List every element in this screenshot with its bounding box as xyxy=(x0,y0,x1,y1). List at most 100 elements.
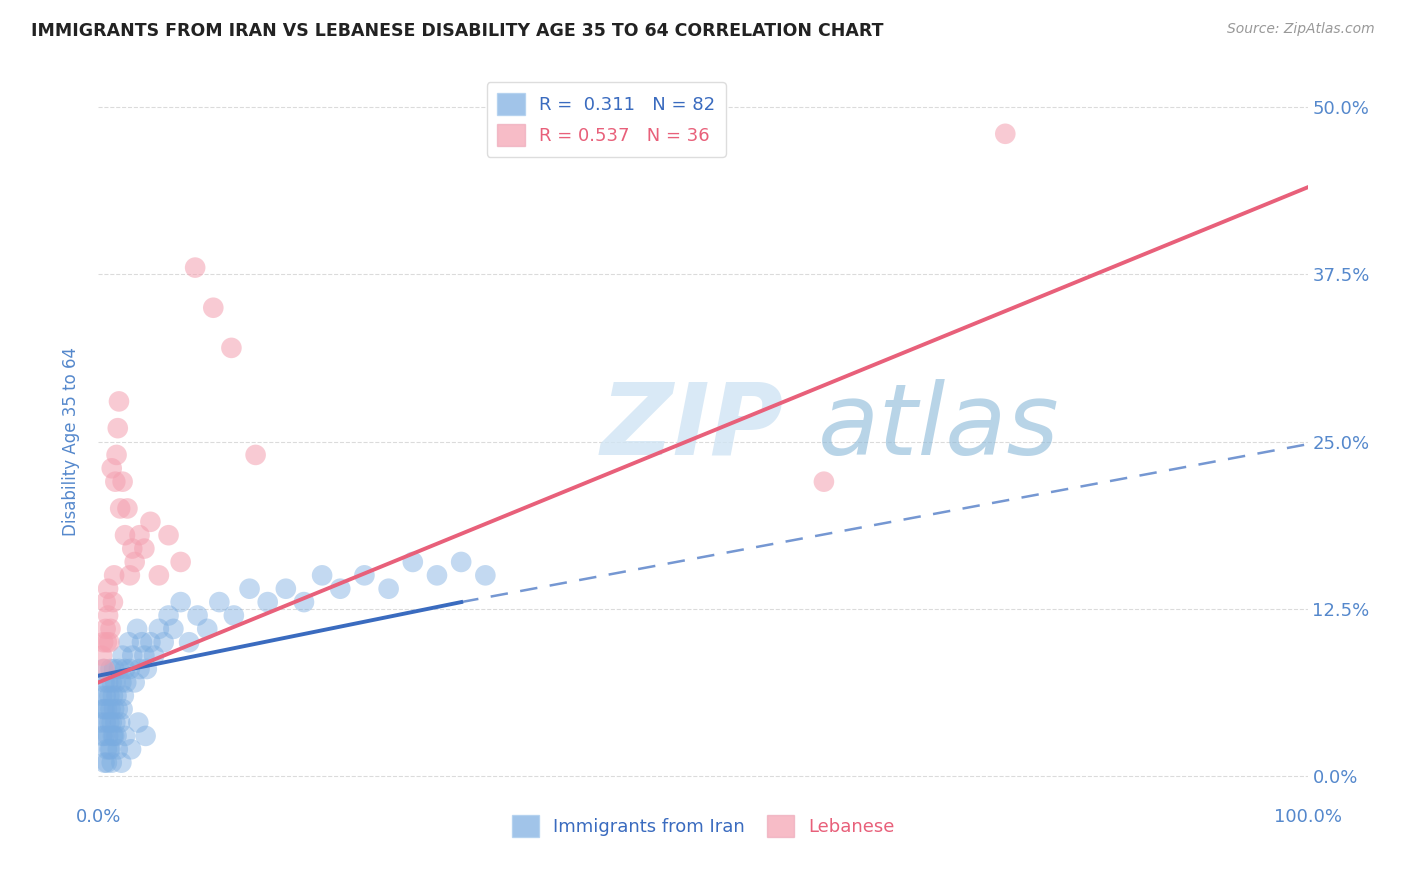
Point xyxy=(245,448,267,462)
Point xyxy=(135,729,157,743)
Point xyxy=(100,461,122,475)
Point xyxy=(118,662,141,676)
Point xyxy=(256,595,278,609)
Point xyxy=(98,715,121,730)
Point xyxy=(103,662,125,676)
Point xyxy=(108,501,131,516)
Point xyxy=(118,635,141,649)
Point xyxy=(131,635,153,649)
Point xyxy=(100,675,122,690)
Point xyxy=(94,715,117,730)
Point xyxy=(100,756,122,770)
Point xyxy=(107,702,129,716)
Point xyxy=(127,622,149,636)
Point xyxy=(169,555,191,569)
Point xyxy=(110,756,132,770)
Point xyxy=(377,582,399,596)
Point xyxy=(98,689,121,703)
Point xyxy=(157,608,180,623)
Point xyxy=(111,648,134,663)
Point xyxy=(311,568,333,582)
Text: Source: ZipAtlas.com: Source: ZipAtlas.com xyxy=(1227,22,1375,37)
Point xyxy=(139,635,162,649)
Point xyxy=(162,622,184,636)
Point xyxy=(124,555,146,569)
Point xyxy=(105,729,128,743)
Point xyxy=(93,702,115,716)
Point xyxy=(274,582,297,596)
Text: atlas: atlas xyxy=(818,378,1060,475)
Point xyxy=(91,689,114,703)
Point xyxy=(100,702,122,716)
Point xyxy=(120,742,142,756)
Point xyxy=(128,528,150,542)
Point xyxy=(221,341,243,355)
Point xyxy=(114,662,136,676)
Point xyxy=(96,742,118,756)
Point xyxy=(450,555,472,569)
Point xyxy=(93,675,115,690)
Point xyxy=(111,475,134,489)
Point xyxy=(104,675,127,690)
Point xyxy=(426,568,449,582)
Point xyxy=(111,702,134,716)
Point xyxy=(98,635,121,649)
Point xyxy=(100,742,122,756)
Point xyxy=(108,715,131,730)
Point xyxy=(184,260,207,275)
Point xyxy=(114,528,136,542)
Point xyxy=(202,301,225,315)
Point xyxy=(152,635,174,649)
Point xyxy=(97,608,120,623)
Point xyxy=(91,662,114,676)
Point xyxy=(91,648,114,663)
Point xyxy=(239,582,262,596)
Point xyxy=(143,648,166,663)
Point xyxy=(101,729,124,743)
Point xyxy=(96,635,118,649)
Point xyxy=(108,662,131,676)
Text: ZIP: ZIP xyxy=(600,378,783,475)
Point xyxy=(179,635,201,649)
Point xyxy=(100,662,122,676)
Point xyxy=(103,568,125,582)
Point xyxy=(128,662,150,676)
Text: IMMIGRANTS FROM IRAN VS LEBANESE DISABILITY AGE 35 TO 64 CORRELATION CHART: IMMIGRANTS FROM IRAN VS LEBANESE DISABIL… xyxy=(31,22,883,40)
Point xyxy=(148,568,170,582)
Point xyxy=(100,622,122,636)
Point xyxy=(93,756,115,770)
Point xyxy=(329,582,352,596)
Point xyxy=(103,702,125,716)
Point xyxy=(121,648,143,663)
Point xyxy=(474,568,496,582)
Point xyxy=(91,635,114,649)
Point xyxy=(108,394,131,409)
Point xyxy=(134,541,156,556)
Y-axis label: Disability Age 35 to 64: Disability Age 35 to 64 xyxy=(62,347,80,536)
Point xyxy=(94,622,117,636)
Point xyxy=(91,729,114,743)
Point xyxy=(187,608,209,623)
Point xyxy=(93,662,115,676)
Point xyxy=(107,421,129,435)
Point xyxy=(157,528,180,542)
Point xyxy=(402,555,425,569)
Point xyxy=(135,662,157,676)
Point xyxy=(127,715,149,730)
Point xyxy=(134,648,156,663)
Point xyxy=(148,622,170,636)
Point xyxy=(292,595,315,609)
Point xyxy=(994,127,1017,141)
Point xyxy=(105,448,128,462)
Point xyxy=(101,595,124,609)
Point xyxy=(118,568,141,582)
Point xyxy=(91,702,114,716)
Point xyxy=(96,756,118,770)
Point xyxy=(353,568,375,582)
Point xyxy=(103,729,125,743)
Point xyxy=(104,475,127,489)
Point xyxy=(98,742,121,756)
Point xyxy=(110,675,132,690)
Point xyxy=(114,729,136,743)
Point xyxy=(121,541,143,556)
